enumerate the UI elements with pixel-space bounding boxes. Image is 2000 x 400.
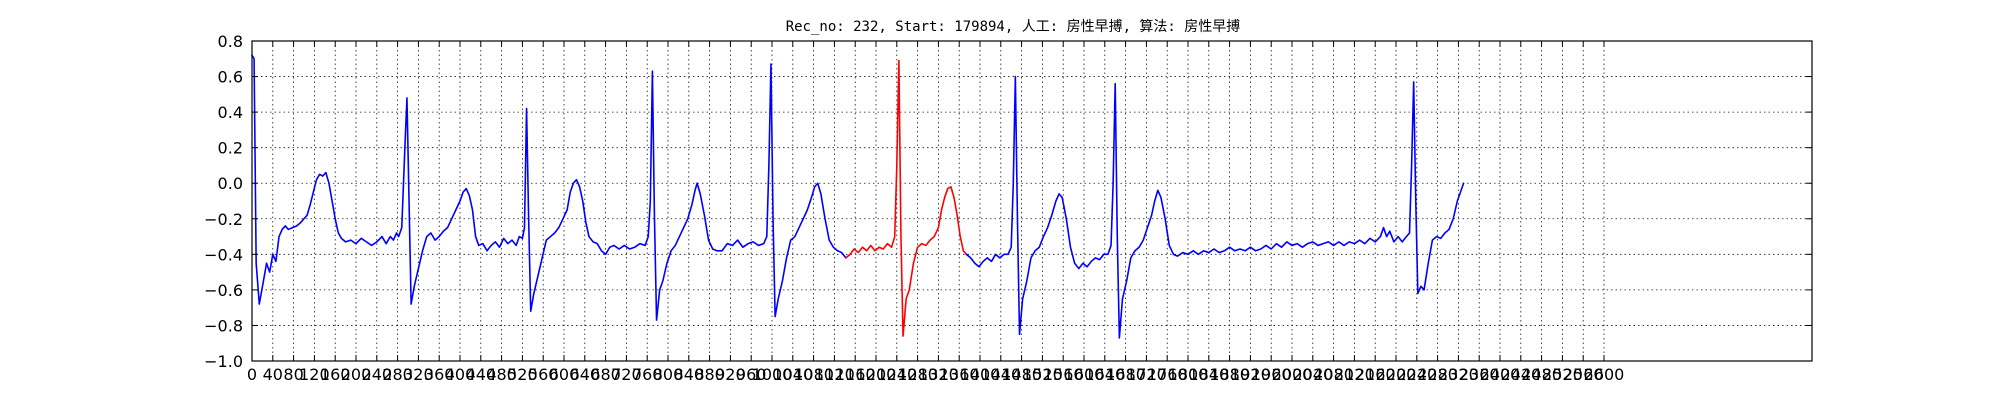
grid-lines (252, 41, 1812, 361)
y-tick-label: 0.0 (218, 174, 243, 193)
y-tick-label: −0.6 (204, 281, 243, 300)
y-tick-label: 0.6 (218, 68, 243, 87)
x-tick-label: 2600 (1584, 365, 1625, 384)
y-tick-label: −0.8 (204, 316, 243, 335)
ecg-trace-segment-2 (846, 61, 967, 337)
y-axis-ticks: 0.8 0.6 0.4 0.2 0.0 −0.2 −0.4 −0.6 −0.8 −1.0 (204, 32, 1812, 371)
chart-title: Rec_no: 232, Start: 179894, 人工: 房性早搏, 算法… (786, 18, 1241, 35)
y-tick-label: −0.2 (204, 210, 243, 229)
y-tick-label: −0.4 (204, 245, 243, 264)
x-tick-label: 0 (247, 365, 257, 384)
x-axis-ticks: 0 40 8012016020024028032036040044048052056… (247, 41, 1624, 384)
ecg-trace-segment-3 (966, 77, 1463, 338)
x-tick-label: 40 (263, 365, 283, 384)
y-tick-label: 0.8 (218, 32, 243, 51)
y-tick-label: −1.0 (204, 352, 243, 371)
ecg-traces (252, 55, 1464, 338)
y-tick-label: 0.2 (218, 139, 243, 158)
plot-frame (252, 41, 1812, 361)
y-tick-label: 0.4 (218, 103, 243, 122)
ecg-trace-segment-1 (252, 55, 846, 320)
